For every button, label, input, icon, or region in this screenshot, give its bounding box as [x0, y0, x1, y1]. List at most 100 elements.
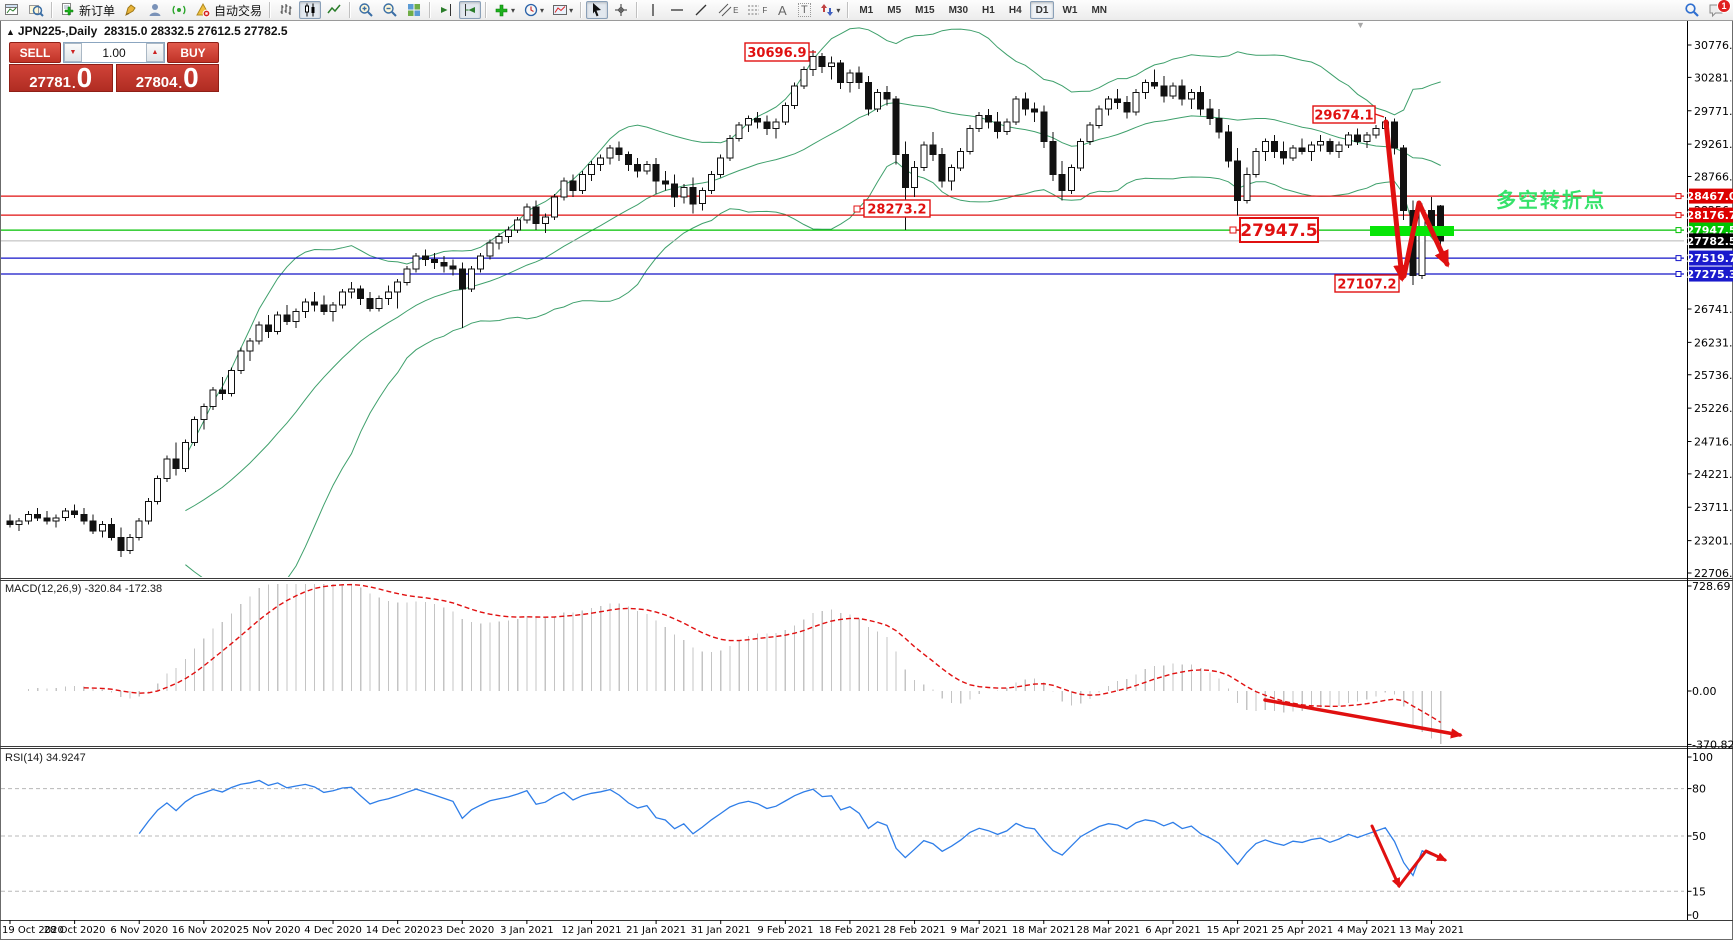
auto-trading-button[interactable]: 自动交易	[192, 1, 265, 19]
tile-windows-button[interactable]	[403, 1, 425, 19]
x-axis-date-label: 4 May 2021	[1337, 925, 1396, 936]
annotation-anchor[interactable]	[853, 205, 861, 213]
collapse-icon[interactable]: ▲	[6, 27, 15, 37]
buy-button[interactable]: BUY	[167, 42, 219, 63]
text-button[interactable]: A	[772, 1, 792, 19]
sell-price-big-digit: 0	[76, 62, 93, 94]
crosshair-button[interactable]	[610, 1, 632, 19]
chart-top-marker-icon: ▼	[1356, 20, 1365, 30]
annotation-box[interactable]	[863, 199, 931, 218]
red-arrow-drawing[interactable]	[1397, 849, 1448, 888]
annotation-anchor[interactable]	[1229, 226, 1237, 234]
trendline-button[interactable]	[690, 1, 712, 19]
chart-shift-icon	[465, 4, 476, 16]
level-handle[interactable]	[1675, 212, 1682, 219]
timeframe-button-M30[interactable]: M30	[948, 4, 969, 16]
timeframe-button-D1[interactable]: D1	[1029, 1, 1055, 19]
zoom-out-button[interactable]	[379, 1, 401, 19]
bar-chart-icon	[280, 4, 292, 15]
y-axis-tick-label: 30281.0	[1694, 71, 1733, 84]
x-axis-date-label: 9 Mar 2021	[951, 925, 1008, 936]
rsi-axis-label: 50	[1692, 830, 1706, 843]
equidistant-channel-button[interactable]: E	[714, 1, 741, 19]
annotation-box[interactable]	[1239, 217, 1319, 243]
y-axis-tick-label: 23711.0	[1694, 501, 1733, 514]
buy-price-display[interactable]: 27804 . 0	[115, 64, 219, 92]
x-axis-date-label: 3 Jan 2021	[500, 925, 554, 936]
timeframe-button-H1[interactable]: H1	[982, 4, 995, 16]
timeframe-button-W1[interactable]: W1	[1062, 4, 1078, 16]
text-label-button[interactable]: T	[794, 1, 814, 19]
label-tool-icon: T	[797, 3, 811, 17]
auto-scroll-button[interactable]	[435, 1, 457, 19]
annotation-box[interactable]	[1334, 274, 1400, 293]
timeframe-button-M1[interactable]: M1	[859, 4, 874, 16]
y-axis-tick-label: 24221.0	[1694, 468, 1733, 481]
auto-trading-icon	[196, 2, 211, 18]
lot-decrease-button[interactable]: ▼	[64, 43, 82, 62]
line-chart-button[interactable]	[323, 1, 345, 19]
red-arrow-drawing[interactable]	[1263, 698, 1463, 739]
level-handle[interactable]	[1675, 255, 1682, 262]
crayon-button[interactable]	[120, 1, 142, 19]
notifications-button[interactable]: 1	[1705, 0, 1731, 19]
level-handle[interactable]	[1675, 193, 1682, 200]
fibonacci-button[interactable]: F	[743, 1, 770, 19]
level-handle[interactable]	[1675, 271, 1682, 277]
sell-price-int: 27781	[29, 74, 71, 91]
zoom-out-icon	[383, 3, 397, 17]
timeframe-button-M5[interactable]: M5	[887, 4, 902, 16]
timeframe-button-MN[interactable]: MN	[1091, 4, 1107, 16]
cursor-button[interactable]	[586, 1, 609, 19]
timeframe-button-H4[interactable]: H4	[1008, 4, 1022, 16]
horizontal-line-button[interactable]	[666, 1, 688, 19]
red-arrow-drawing[interactable]	[1383, 119, 1409, 282]
y-axis-tick-label: 23201.0	[1694, 535, 1733, 548]
x-axis-date-label: 18 Mar 2021	[1012, 925, 1075, 936]
red-arrow-drawing[interactable]	[1401, 200, 1450, 279]
annotation-box[interactable]	[1312, 105, 1376, 124]
lot-size-value[interactable]: 1.00	[102, 45, 126, 60]
y-axis-tick-label: 26741.0	[1694, 303, 1733, 316]
toolbar-right: 1	[1680, 0, 1731, 19]
rsi-line	[138, 779, 1441, 877]
price-badge	[1689, 266, 1733, 282]
turning-point-annotation[interactable]: 多空转折点	[1496, 190, 1606, 212]
new-chart-button[interactable]	[1, 1, 23, 19]
level-handle[interactable]	[1675, 227, 1682, 234]
bar-chart-button[interactable]	[275, 1, 297, 19]
chart-shift-button[interactable]	[459, 1, 482, 19]
x-axis-date-label: 13 May 2021	[1399, 925, 1464, 936]
search-button[interactable]	[1681, 1, 1703, 19]
chart-canvas[interactable]: 30776.030281.029771.029261.028766.028256…	[0, 20, 1733, 940]
candlestick-icon	[305, 3, 315, 17]
zoom-in-button[interactable]	[355, 1, 377, 19]
price-badge	[1689, 233, 1733, 249]
search-icon	[1685, 3, 1699, 17]
sell-price-display[interactable]: 27781 . 0	[9, 64, 113, 92]
timeframe-button-M15[interactable]: M15	[915, 4, 935, 16]
price-badge-value: 27519.7	[1686, 252, 1733, 265]
candlestick-chart-button[interactable]	[299, 1, 322, 19]
new-order-label: 新订单	[79, 3, 116, 18]
rsi-name: RSI(14)	[5, 752, 43, 764]
red-arrow-drawing[interactable]	[1370, 824, 1401, 889]
zoom-in-icon	[359, 3, 373, 17]
vertical-line-button[interactable]	[642, 1, 664, 19]
profile-button[interactable]	[144, 1, 166, 19]
news-button[interactable]	[168, 1, 190, 19]
templates-button[interactable]: ▾	[549, 1, 576, 19]
annotation-box[interactable]	[744, 42, 810, 62]
x-axis-date-label: 12 Jan 2021	[562, 925, 622, 936]
sell-button[interactable]: SELL	[9, 42, 61, 63]
indicators-button[interactable]: ▾	[491, 1, 518, 19]
lot-increase-button[interactable]: ▲	[146, 43, 164, 62]
chart-preview-button[interactable]	[25, 1, 47, 19]
chart-symbol-period: JPN225-,Daily	[17, 24, 98, 38]
arrows-button[interactable]: ▾	[816, 1, 843, 19]
y-axis-tick-label: 29771.0	[1694, 105, 1733, 118]
periods-button[interactable]: ▾	[520, 1, 547, 19]
chart-window-frame	[0, 20, 1733, 940]
new-order-button[interactable]: 新订单	[57, 1, 118, 19]
price-badge	[1689, 250, 1733, 266]
